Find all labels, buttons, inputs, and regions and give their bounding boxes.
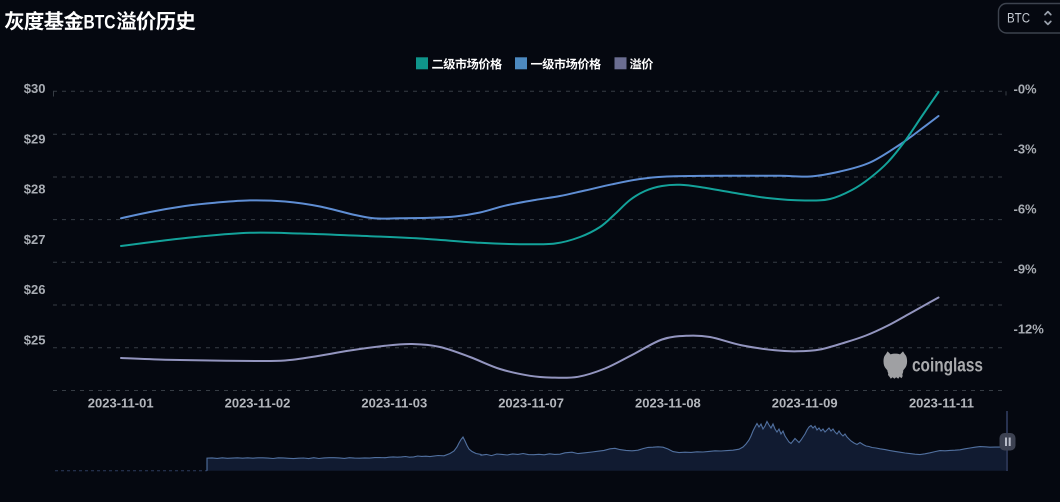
svg-text:BTC: BTC [84,13,116,34]
svg-text:coinglass: coinglass [912,356,983,377]
svg-text:BTC: BTC [1007,11,1030,26]
svg-text:2023-11-11: 2023-11-11 [909,395,974,410]
svg-text:2023-11-09: 2023-11-09 [772,395,838,410]
svg-text:2023-11-08: 2023-11-08 [635,395,701,410]
svg-text:$26: $26 [24,282,46,297]
svg-text:2023-11-03: 2023-11-03 [361,395,427,410]
svg-text:$29: $29 [24,132,46,147]
svg-text:$25: $25 [24,333,46,348]
svg-text:-3%: -3% [1014,142,1038,157]
svg-text:-0%: -0% [1014,81,1038,96]
svg-text:$30: $30 [24,81,46,96]
svg-text:$27: $27 [24,232,46,247]
svg-text:2023-11-07: 2023-11-07 [498,395,564,410]
svg-text:2023-11-02: 2023-11-02 [225,395,291,410]
svg-text:2023-11-01: 2023-11-01 [88,395,154,410]
svg-text:$28: $28 [24,182,46,197]
svg-text:-9%: -9% [1014,262,1038,277]
svg-text:-6%: -6% [1014,202,1038,217]
svg-text:-12%: -12% [1014,322,1045,337]
